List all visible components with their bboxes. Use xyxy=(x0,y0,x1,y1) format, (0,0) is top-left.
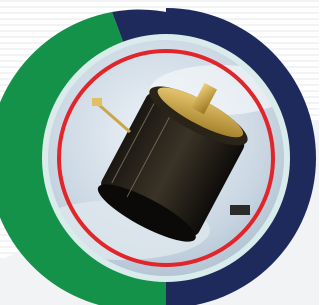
satellite-icon xyxy=(0,0,319,305)
page xyxy=(0,0,319,305)
